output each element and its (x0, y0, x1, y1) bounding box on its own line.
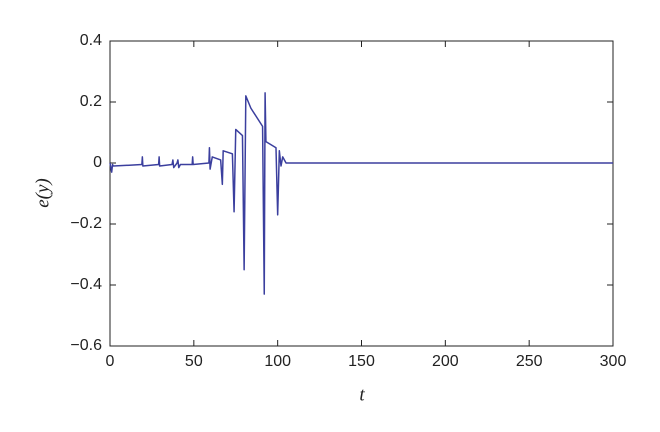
y-tick-label: −0.2 (70, 215, 102, 232)
x-tick-label: 100 (264, 353, 291, 370)
x-axis-label: t (359, 384, 365, 405)
data-line (109, 92, 613, 295)
y-tick-label: 0.4 (80, 32, 102, 49)
y-tick-label: 0.2 (80, 93, 102, 110)
x-tick-label: 50 (185, 353, 203, 370)
x-tick-label: 200 (432, 353, 459, 370)
y-axis-label: e(y) (32, 178, 53, 208)
x-tick-label: 150 (348, 353, 375, 370)
plot-frame (109, 40, 614, 347)
y-tick-label: −0.6 (70, 337, 102, 354)
x-tick-label: 250 (516, 353, 543, 370)
x-tick-label: 0 (106, 353, 115, 370)
y-tick-label: −0.4 (70, 276, 102, 293)
x-tick-label: 300 (600, 353, 627, 370)
y-tick-label: 0 (93, 154, 102, 171)
